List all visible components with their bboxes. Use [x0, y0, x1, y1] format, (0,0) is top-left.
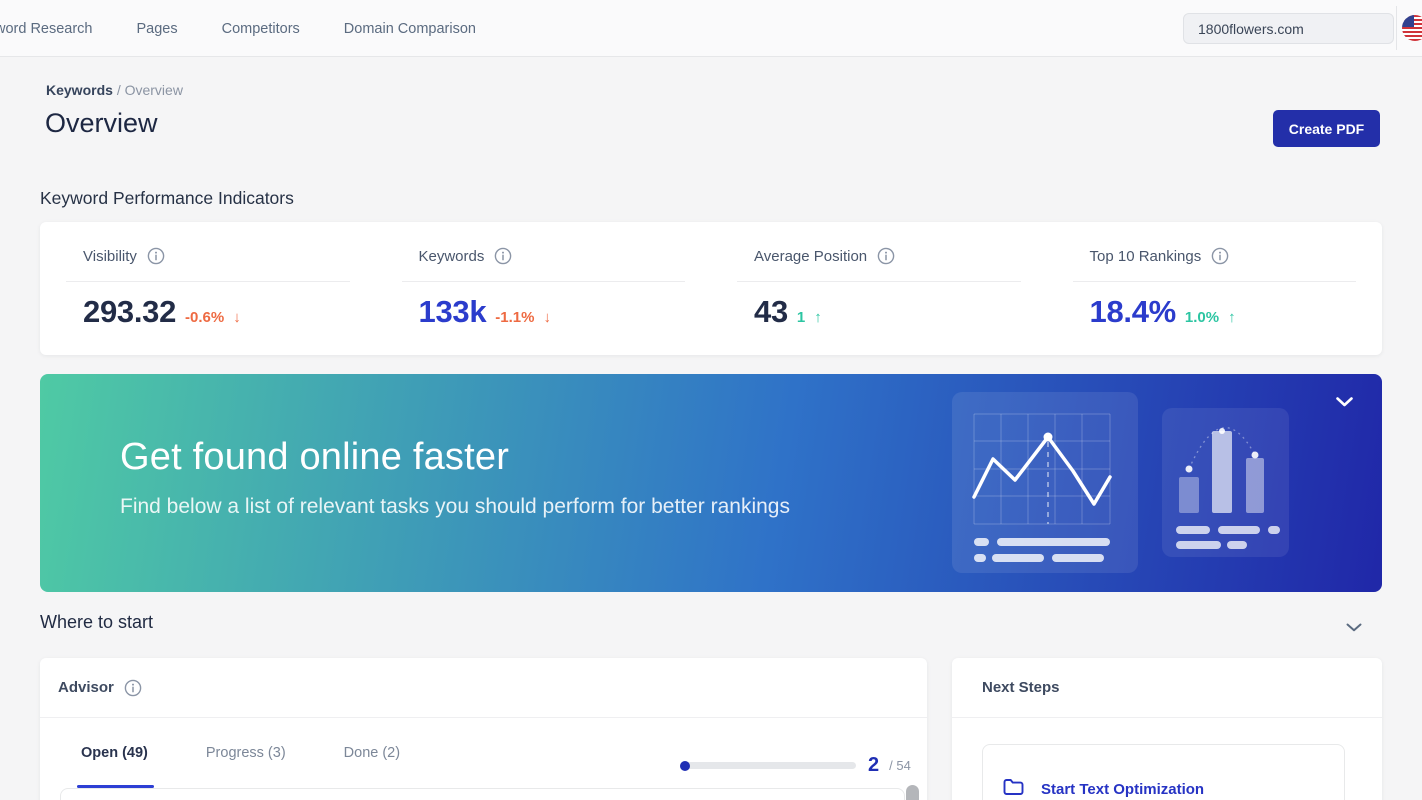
nav-item-keyword-research[interactable]: Keyword Research: [0, 20, 93, 37]
next-steps-card: Next Steps Start Text Optimization: [952, 658, 1382, 800]
arrow-down-icon: ↓: [543, 309, 551, 326]
kpi-section-title: Keyword Performance Indicators: [40, 188, 294, 208]
where-to-start-title: Where to start: [40, 612, 154, 632]
nav-item-competitors[interactable]: Competitors: [221, 20, 300, 37]
us-flag-icon[interactable]: [1402, 15, 1422, 41]
advisor-task-item[interactable]: [60, 788, 905, 800]
breadcrumb-current: Overview: [124, 82, 183, 98]
advisor-promo-banner: Get found online faster Find below a lis…: [40, 374, 1382, 592]
kpi-average-position-value: 43: [754, 294, 788, 329]
arrow-down-icon: ↓: [233, 309, 241, 326]
banner-subtitle: Find below a list of relevant tasks you …: [120, 495, 790, 518]
kpi-visibility: Visibility 293.32 -0.6% ↓: [40, 222, 376, 355]
banner-title: Get found online faster: [120, 436, 510, 478]
kpi-average-position-delta: 1: [796, 309, 806, 326]
tab-progress[interactable]: Progress (3): [205, 745, 286, 761]
top-navigation-bar: Keyword Research Pages Competitors Domai…: [0, 0, 1422, 57]
info-icon[interactable]: [1211, 247, 1229, 265]
advisor-scrollbar-thumb[interactable]: [906, 785, 919, 800]
breadcrumb-keywords-link[interactable]: Keywords: [46, 82, 113, 98]
kpi-average-position: Average Position 43 1 ↑: [711, 222, 1047, 355]
kpi-top10-rankings-value: 18.4%: [1089, 294, 1177, 329]
kpi-keywords-value: 133k: [418, 294, 487, 329]
main-nav: Keyword Research Pages Competitors Domai…: [0, 0, 476, 57]
info-icon[interactable]: [147, 247, 165, 265]
arrow-up-icon: ↑: [814, 309, 822, 326]
progress-bar-fill: [680, 760, 690, 771]
banner-collapse-chevron-icon[interactable]: [1336, 394, 1353, 412]
kpi-keywords-delta: -1.1%: [495, 309, 535, 326]
info-icon[interactable]: [124, 679, 142, 697]
kpi-top10-rankings-label: Top 10 Rankings: [1089, 247, 1202, 265]
kpi-top10-rankings: Top 10 Rankings 18.4% 1.0% ↑: [1047, 222, 1383, 355]
info-icon[interactable]: [877, 247, 895, 265]
next-step-start-text-optimization[interactable]: Start Text Optimization: [982, 744, 1345, 800]
tab-open[interactable]: Open (49): [77, 718, 154, 788]
kpi-average-position-label: Average Position: [754, 247, 868, 265]
tab-done[interactable]: Done (2): [343, 745, 401, 761]
bar-chart-illustration: [1162, 408, 1289, 557]
advisor-card: Advisor Open (49) Progress (3) Done (2) …: [40, 658, 927, 800]
info-icon[interactable]: [494, 247, 512, 265]
kpi-visibility-value: 293.32: [83, 294, 177, 329]
progress-current-count: 2: [868, 754, 880, 776]
advisor-card-title: Advisor: [58, 679, 114, 696]
advisor-tabs: Open (49) Progress (3) Done (2) 2 / 54: [40, 718, 927, 788]
progress-total-count: / 54: [889, 758, 911, 773]
breadcrumb: Keywords / Overview: [46, 82, 183, 98]
page-title: Overview: [45, 108, 158, 138]
kpi-visibility-label: Visibility: [83, 247, 137, 265]
domain-input[interactable]: [1183, 13, 1394, 44]
advisor-progress: 2 / 54: [680, 754, 911, 777]
topbar-divider: [1396, 6, 1397, 50]
breadcrumb-separator-glyph: /: [116, 82, 121, 98]
kpi-keywords-label: Keywords: [418, 247, 485, 265]
progress-bar: [680, 760, 856, 771]
where-to-start-chevron-icon[interactable]: [1346, 619, 1362, 637]
next-steps-title: Next Steps: [952, 658, 1382, 718]
kpi-visibility-delta: -0.6%: [185, 309, 225, 326]
kpi-top10-rankings-delta: 1.0%: [1184, 309, 1220, 326]
nav-item-pages[interactable]: Pages: [136, 20, 178, 37]
create-pdf-button[interactable]: Create PDF: [1273, 110, 1380, 147]
folder-icon: [1003, 778, 1024, 800]
line-chart-illustration: [952, 392, 1138, 573]
kpi-card: Visibility 293.32 -0.6% ↓ Keywords 133k …: [40, 222, 1382, 355]
nav-item-domain-comparison[interactable]: Domain Comparison: [343, 20, 476, 37]
kpi-keywords: Keywords 133k -1.1% ↓: [376, 222, 712, 355]
arrow-up-icon: ↑: [1228, 309, 1236, 326]
next-step-label: Start Text Optimization: [1041, 780, 1205, 798]
